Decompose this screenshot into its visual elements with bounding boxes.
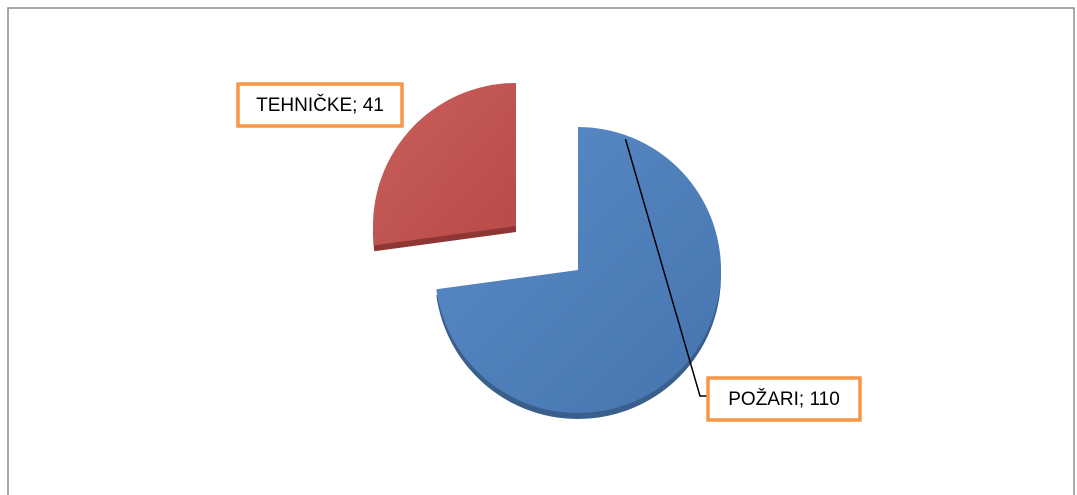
slice	[436, 127, 721, 413]
data-label: TEHNIČKE; 41	[256, 94, 384, 116]
label-box	[706, 376, 862, 422]
slice	[373, 83, 516, 246]
label-box	[236, 82, 404, 128]
frame	[7, 7, 1075, 495]
leader-line	[624, 138, 708, 397]
data-label: POŽARI; 110	[728, 388, 840, 410]
